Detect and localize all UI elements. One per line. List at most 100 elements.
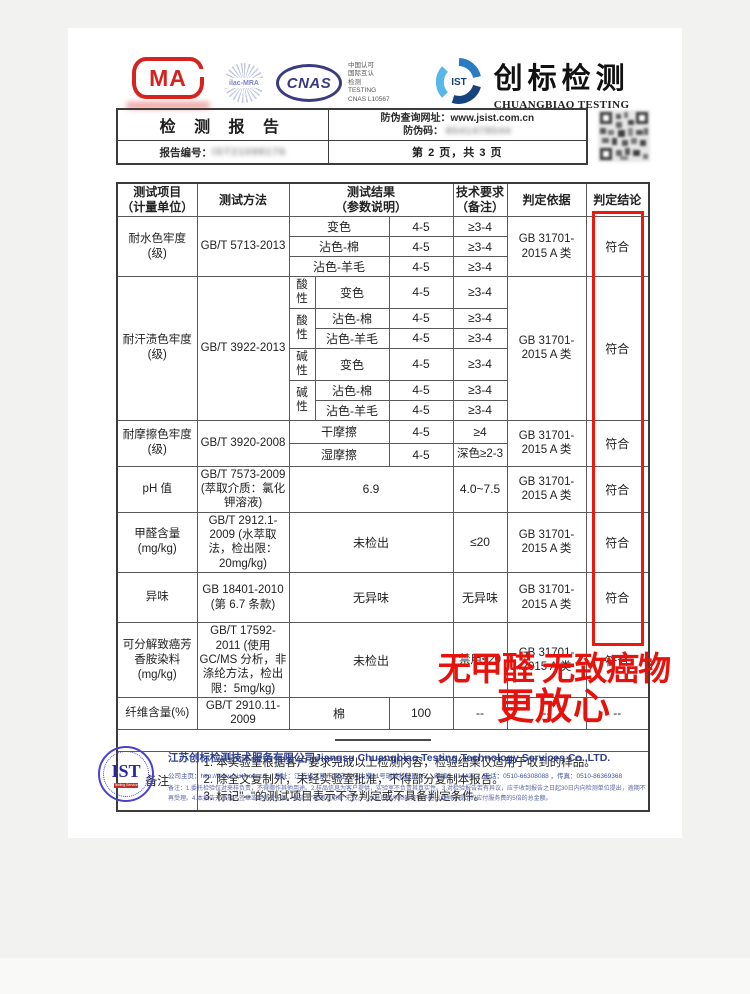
cell-item: 异味	[116, 572, 198, 624]
brand-name-cn: 创标检测	[493, 63, 630, 95]
cell-param: 沾色-棉	[314, 379, 390, 401]
report-no-line: 报告编号： IST21098176	[118, 141, 329, 163]
cell-param: 沾色-棉	[314, 307, 390, 329]
table-row: 甲醛含量 (mg/kg) GB/T 2912.1-2009 (水萃取法，检出限：…	[116, 511, 650, 574]
cell-item: 纤维含量(%)	[116, 697, 198, 730]
cell-basis: GB 31701-2015 A 类	[506, 419, 587, 467]
remark-line: 2. 除全文复制外，未经实验室批准，不得部分复制本报告。	[203, 774, 504, 786]
cell-verdict: 符合	[585, 572, 650, 624]
cell-param: 湿摩擦	[288, 442, 390, 467]
cell-requirement: ≥3-4	[452, 216, 508, 237]
cell-requirement: ≥3-4	[452, 379, 508, 401]
cma-mark-icon: MA	[132, 57, 204, 99]
antifake-block: 防伪查询网址：www.jsist.com.cn 防伪码： 8541478544	[328, 110, 586, 141]
cell-result: 4-5	[388, 216, 454, 237]
cell-basis: GB 31701-2015 A 类	[506, 276, 587, 421]
report-header-box: 检 测 报 告 防伪查询网址：www.jsist.com.cn 防伪码： 854…	[116, 108, 588, 165]
col-header-basis: 判定依据	[506, 182, 587, 217]
cnas-note-line: CNAS L10567	[348, 95, 390, 103]
red-slogan-overlay: 无甲醛 无致癌物 更放心	[424, 650, 684, 726]
cell-param: 沾色-羊毛	[314, 327, 390, 349]
col-header-result: 测试结果 （参数说明）	[288, 182, 454, 217]
table-row: 耐摩擦色牢度 (级) GB/T 3920-2008 干摩擦 4-5 ≥4 GB …	[116, 419, 650, 467]
cell-result: 4-5	[388, 399, 454, 421]
cell-basis: GB 31701-2015 A 类	[506, 465, 587, 513]
header-text: （计量单位）	[121, 200, 194, 214]
footer-text: 江苏创标检测技术服务有限公司Jiangsu Chuangbiao Testing…	[168, 746, 648, 804]
ilac-mra-icon: ilac-MRA	[222, 63, 266, 103]
cell-verdict: 符合	[585, 465, 650, 513]
antifake-code-value-blurred: 8541478544	[445, 126, 512, 137]
footer: IST Testing Service 江苏创标检测技术服务有限公司Jiangs…	[98, 746, 658, 804]
ist-footer-sub: Testing Service	[114, 782, 138, 788]
cell-requirement: ≥3-4	[452, 347, 508, 381]
qr-code	[598, 110, 650, 162]
brand-block: 创标检测 CHUANGBIAO TESTING	[494, 55, 630, 111]
cell-result: 4-5	[388, 442, 454, 467]
cell-result: 4-5	[388, 236, 454, 257]
cma-license-blurred	[126, 102, 210, 109]
cell-param: 干摩擦	[288, 419, 390, 444]
cell-basis: GB 31701-2015 A 类	[506, 511, 587, 574]
cell-param: 变色	[288, 216, 390, 237]
cell-requirement: ≥3-4	[452, 399, 508, 421]
cell-param: 变色	[314, 347, 390, 381]
svg-text:IST: IST	[451, 77, 467, 88]
cell-result: 4-5	[388, 256, 454, 277]
cell-method: GB/T 5713-2013	[196, 216, 290, 277]
col-header-item: 测试项目 （计量单位）	[116, 182, 198, 217]
header-text: 技术要求	[455, 185, 504, 199]
table-row: 沾色-羊毛 4-5 ≥3-4	[117, 327, 649, 349]
header-text: 测试项目	[133, 185, 182, 199]
logo-row: MA ilac-MRA CNAS 中国认可 国际互认 检测 TESTING CN…	[126, 52, 646, 114]
cell-method: GB/T 7573-2009 (萃取介质：氯化钾溶液)	[196, 465, 290, 513]
cell-result: 无异味	[288, 572, 454, 624]
slogan-line2: 更放心	[497, 686, 611, 727]
document-sheet: MA ilac-MRA CNAS 中国认可 国际互认 检测 TESTING CN…	[68, 28, 682, 838]
table-row-remarks: 备注 1. 本实验室根据客户要求完成以上检测内容，检验结果仅适用于收到的样品。 …	[116, 750, 650, 812]
page-number: 第 2 页，共 3 页	[412, 147, 503, 159]
cell-remarks-content: 1. 本实验室根据客户要求完成以上检测内容，检验结果仅适用于收到的样品。 2. …	[196, 750, 650, 812]
cell-method: GB 18401-2010 (第 6.7 条款)	[196, 572, 290, 624]
cnas-icon: CNAS	[276, 64, 342, 102]
ilac-mra-label: ilac-MRA	[222, 78, 266, 88]
table-row: 耐汗渍色牢度 (级) GB/T 3922-2013 酸性 变色 4-5 ≥3-4…	[116, 276, 650, 421]
cell-verdict: 符合	[585, 419, 650, 467]
end-of-data-line	[335, 739, 431, 742]
col-header-requirement: 技术要求 （备注）	[452, 182, 508, 217]
header-text: （参数说明）	[334, 200, 407, 214]
report-no-value-blurred: IST21098176	[212, 146, 287, 158]
cell-sub: 碱性	[288, 347, 316, 381]
header-text: 测试结果	[346, 185, 395, 199]
cnas-note-line: 国际互认	[348, 70, 374, 78]
ist-footer-seal-icon: IST Testing Service	[98, 746, 154, 802]
test-results-table: 测试项目 （计量单位） 测试方法 测试结果 （参数说明） 技术要求 （备注） 判…	[116, 182, 650, 812]
col-header-verdict: 判定结论	[585, 182, 650, 217]
antifake-code-label: 防伪码：	[403, 126, 444, 137]
cell-method: GB/T 2912.1-2009 (水萃取法，检出限：20mg/kg)	[196, 511, 290, 574]
cell-requirement: ≥3-4	[452, 307, 508, 329]
ist-footer-label: IST	[111, 760, 141, 781]
cell-param: 变色	[314, 276, 390, 309]
cell-verdict: 符合	[585, 276, 650, 421]
cma-logo: MA	[126, 57, 210, 109]
footer-contact: 公司主页：http://www.jsist.com.cn ，地址：江苏省江阴市周…	[168, 773, 623, 780]
cell-item: 耐摩擦色牢度 (级)	[116, 419, 198, 467]
cell-requirement: 禁用≤20	[452, 622, 508, 698]
cell-sub: 酸性	[288, 276, 316, 309]
cell-basis: GB 31701-2015 A 类	[506, 572, 587, 624]
cell-result: 6.9	[288, 465, 454, 513]
cell-basis: GB 31701-2015 A 类	[506, 216, 587, 277]
remark-line: 3. 标记"--"的测试项目表示不予判定或不具备判定条件。	[203, 791, 486, 804]
cell-method: GB/T 3922-2013	[196, 276, 290, 421]
col-header-method: 测试方法	[196, 182, 290, 217]
cell-param: 棉	[288, 697, 390, 730]
table-row: 异味 GB 18401-2010 (第 6.7 条款) 无异味 无异味 GB 3…	[116, 572, 650, 624]
header-text: （备注）	[455, 200, 504, 214]
cell-item: 甲醛含量 (mg/kg)	[116, 511, 198, 574]
cell-result: 未检出	[288, 511, 454, 574]
ist-swirl-icon: IST	[435, 57, 482, 109]
antifake-code-line: 防伪码： 8541478544	[403, 125, 511, 138]
cell-param: 沾色-棉	[288, 236, 390, 257]
